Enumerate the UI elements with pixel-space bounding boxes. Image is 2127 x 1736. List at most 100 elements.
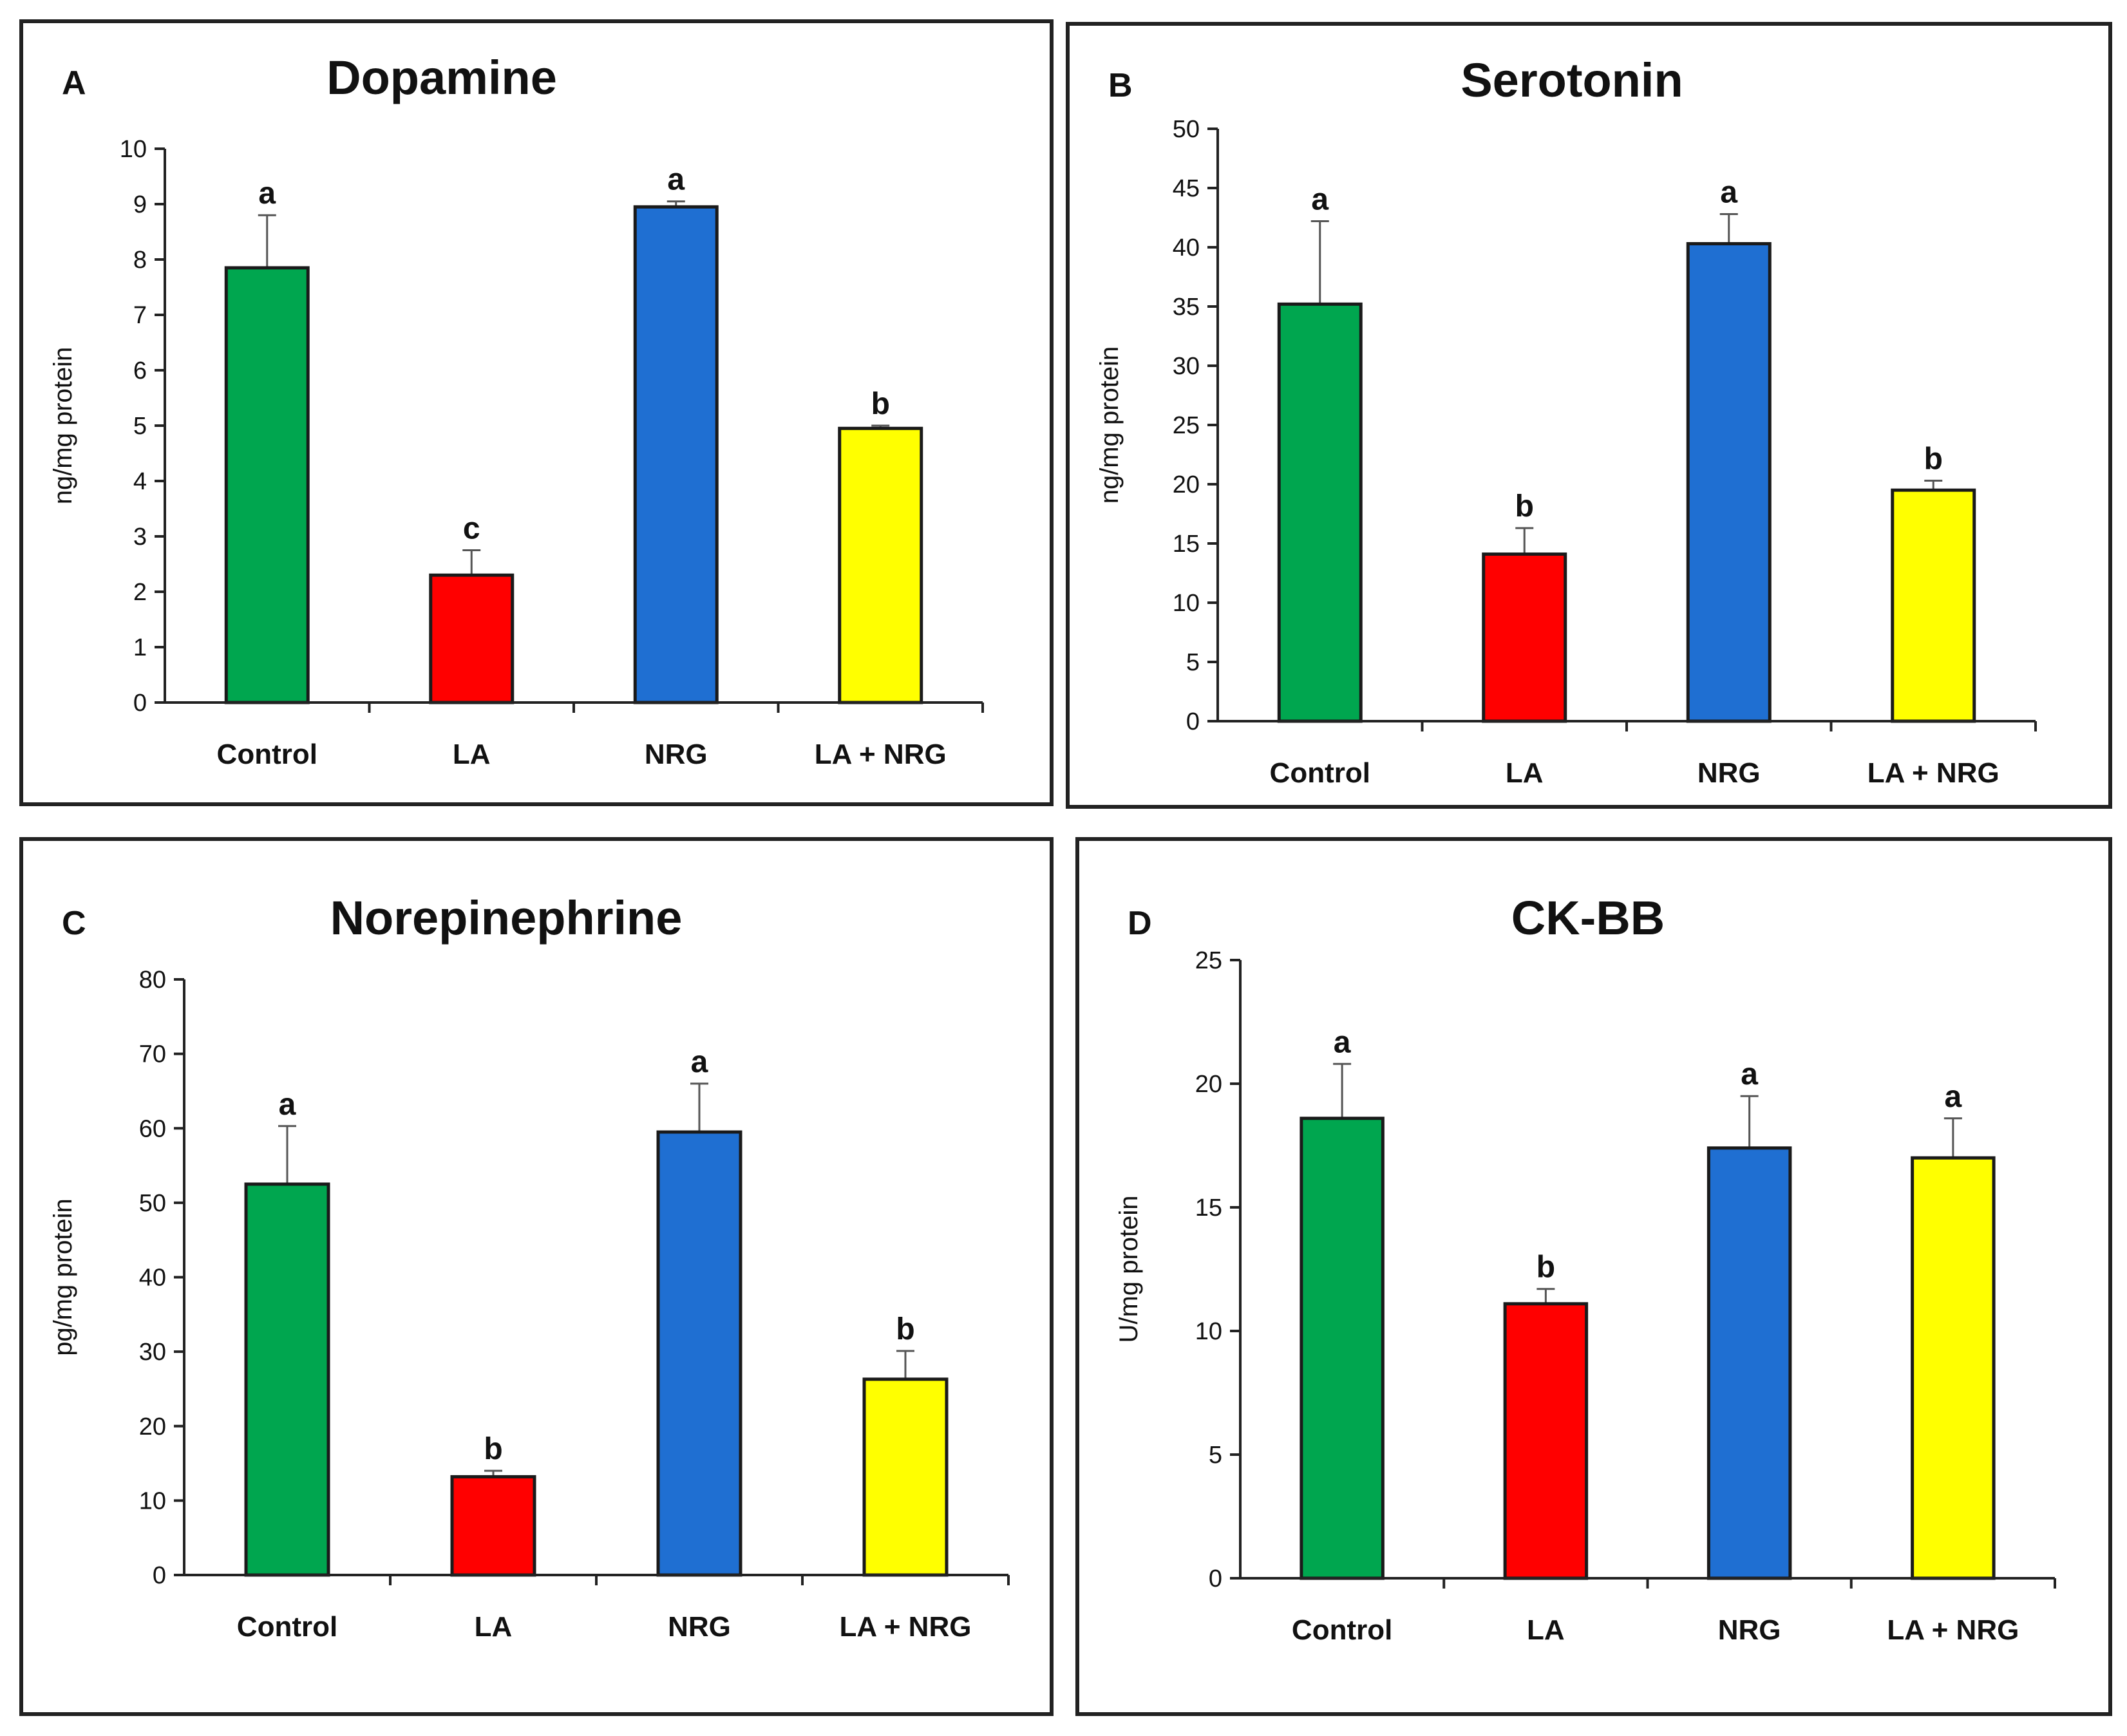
significance-label-nrg: a — [1720, 175, 1737, 209]
bar-la — [429, 573, 515, 704]
chart-dopamine: A Dopamine ng/mg protein 0 1 2 3 4 5 6 7 8 9 10 a Contr… — [49, 51, 984, 770]
y-tick-label: 45 — [1173, 175, 1200, 202]
x-tick-label-nrg: NRG — [1718, 1614, 1781, 1646]
y-tick-label: 5 — [1209, 1442, 1222, 1469]
x-tick-label-la: LA — [475, 1611, 513, 1643]
y-tick-label: 0 — [153, 1562, 166, 1589]
panel-letter: B — [1108, 67, 1133, 104]
y-tick-label: 4 — [133, 468, 147, 495]
panel-serotonin: B Serotonin ng/mg protein 0 5 10 15 20 25 30 35 40 4… — [1066, 22, 2112, 809]
bar-nrg — [633, 205, 719, 704]
bar-control — [1300, 1117, 1385, 1580]
significance-label-la-nrg: b — [871, 387, 890, 421]
significance-label-control: a — [1334, 1025, 1351, 1059]
y-tick-label: 10 — [139, 1487, 166, 1514]
chart-title: Norepinephrine — [330, 891, 683, 945]
bar-la — [1503, 1302, 1589, 1580]
panel-norepinephrine: C Norepinephrine pg/mg protein 0 10 20 30 40 50 6… — [19, 837, 1054, 1716]
bar-la — [1482, 552, 1567, 723]
significance-label-la-nrg: b — [1924, 442, 1943, 476]
x-tick-label-la: LA — [1506, 757, 1544, 789]
y-tick-label: 40 — [139, 1265, 166, 1292]
bar-la-nrg — [1891, 488, 1976, 723]
chart-ck-bb: D CK-BB U/mg protein 0 5 10 15 20 25 a Control b LA a… — [1115, 891, 2056, 1646]
x-tick-label-nrg: NRG — [668, 1611, 731, 1643]
significance-label-control: a — [258, 176, 276, 211]
x-tick-label-nrg: NRG — [1697, 757, 1761, 789]
bar-la-nrg — [1911, 1156, 1996, 1580]
bar-la-nrg — [838, 426, 923, 704]
y-tick-label: 10 — [120, 136, 147, 163]
bar-control — [244, 1182, 330, 1577]
y-axis-label: ng/mg protein — [49, 347, 77, 505]
y-tick-label: 35 — [1173, 294, 1200, 321]
x-tick-label-la-nrg: LA + NRG — [815, 739, 947, 770]
x-tick-label-la-nrg: LA + NRG — [1887, 1614, 2019, 1646]
y-tick-label: 6 — [133, 357, 147, 384]
x-tick-label-la-nrg: LA + NRG — [1867, 757, 1999, 789]
panel-dopamine: A Dopamine ng/mg protein 0 1 2 3 4 5 6 7 8 9 10 a Contr… — [19, 19, 1054, 806]
y-tick-label: 5 — [1186, 649, 1200, 676]
bar-la — [450, 1475, 536, 1577]
y-tick-label: 10 — [1195, 1318, 1222, 1345]
y-tick-label: 20 — [1173, 471, 1200, 498]
y-axis-label: U/mg protein — [1115, 1196, 1143, 1343]
bar-nrg — [1686, 241, 1772, 723]
significance-label-la: b — [1536, 1250, 1555, 1285]
x-tick-label-la-nrg: LA + NRG — [840, 1611, 972, 1643]
significance-label-nrg: a — [667, 163, 685, 197]
y-tick-label: 60 — [139, 1115, 166, 1142]
y-tick-label: 0 — [133, 690, 147, 717]
x-tick-label-control: Control — [237, 1611, 337, 1643]
y-tick-label: 10 — [1173, 590, 1200, 617]
significance-label-la: c — [463, 512, 480, 546]
y-tick-label: 25 — [1195, 947, 1222, 974]
bar-control — [1277, 302, 1363, 723]
bar-nrg — [656, 1130, 742, 1577]
x-tick-label-la: LA — [453, 739, 491, 770]
y-tick-label: 20 — [1195, 1071, 1222, 1098]
y-tick-label: 30 — [139, 1339, 166, 1366]
x-tick-label-control: Control — [1270, 757, 1370, 789]
y-axis-label: ng/mg protein — [1095, 346, 1124, 504]
y-tick-label: 20 — [139, 1413, 166, 1440]
x-tick-label-control: Control — [1292, 1614, 1392, 1646]
significance-label-nrg: a — [691, 1045, 708, 1079]
y-tick-label: 5 — [133, 413, 147, 440]
chart-title: Dopamine — [326, 51, 557, 104]
panel-letter: A — [62, 64, 86, 102]
y-tick-label: 40 — [1173, 234, 1200, 261]
y-tick-label: 70 — [139, 1041, 166, 1068]
x-tick-label-la: LA — [1527, 1614, 1565, 1646]
significance-label-nrg: a — [1741, 1057, 1758, 1091]
significance-label-la: b — [1515, 489, 1534, 524]
y-tick-label: 8 — [133, 247, 147, 274]
significance-label-la-nrg: b — [896, 1312, 914, 1346]
y-tick-label: 80 — [139, 967, 166, 994]
significance-label-la: b — [484, 1432, 502, 1466]
y-tick-label: 0 — [1186, 708, 1200, 735]
y-tick-label: 50 — [139, 1190, 166, 1217]
y-axis-label: pg/mg protein — [49, 1198, 77, 1356]
bar-nrg — [1706, 1146, 1792, 1580]
chart-title: CK-BB — [1511, 891, 1665, 945]
chart-serotonin: B Serotonin ng/mg protein 0 5 10 15 20 25 30 35 40 4… — [1095, 53, 2037, 789]
panel-ck-bb: D CK-BB U/mg protein 0 5 10 15 20 25 a Control b LA a… — [1075, 837, 2112, 1716]
chart-title: Serotonin — [1461, 53, 1683, 107]
x-tick-label-control: Control — [217, 739, 317, 770]
significance-label-control: a — [1311, 183, 1328, 217]
y-tick-label: 9 — [133, 191, 147, 218]
y-tick-label: 2 — [133, 579, 147, 606]
x-tick-label-nrg: NRG — [645, 739, 708, 770]
y-tick-label: 25 — [1173, 412, 1200, 439]
y-tick-label: 0 — [1209, 1565, 1222, 1592]
panel-letter: D — [1128, 905, 1152, 942]
significance-label-la-nrg: a — [1945, 1080, 1962, 1114]
y-tick-label: 30 — [1173, 353, 1200, 380]
panel-letter: C — [62, 905, 86, 942]
y-tick-label: 3 — [133, 524, 147, 551]
y-tick-label: 1 — [133, 634, 147, 661]
y-tick-label: 15 — [1173, 531, 1200, 558]
y-tick-label: 15 — [1195, 1194, 1222, 1222]
significance-label-control: a — [279, 1088, 296, 1122]
